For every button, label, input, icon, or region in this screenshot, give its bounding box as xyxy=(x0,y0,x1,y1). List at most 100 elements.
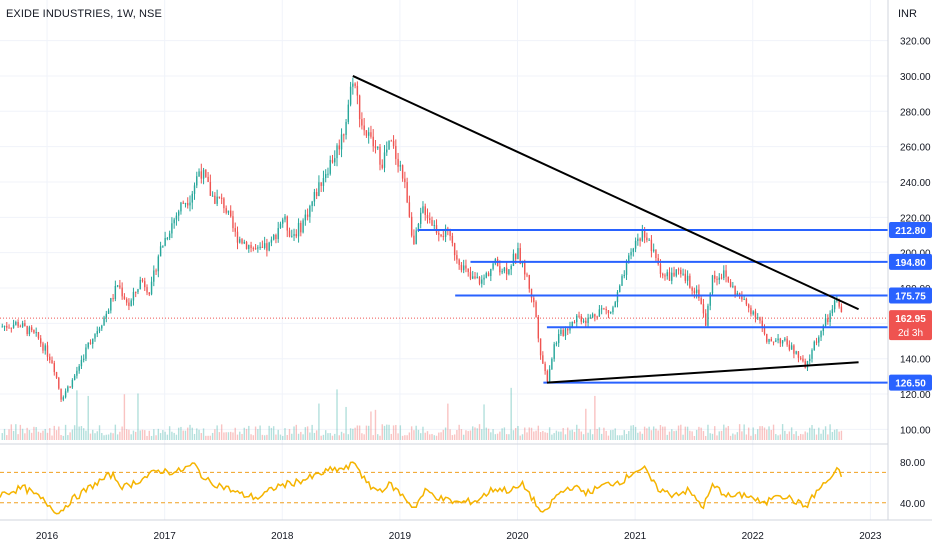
candle-body xyxy=(537,317,540,339)
candle-body xyxy=(275,234,277,240)
candle-body xyxy=(358,95,361,120)
volume-bar xyxy=(320,435,322,440)
candle-body xyxy=(770,339,772,342)
candle-body xyxy=(829,313,831,322)
volume-bar xyxy=(270,427,273,440)
candle-body xyxy=(320,182,322,186)
candle-body xyxy=(662,273,664,276)
volume-bar xyxy=(381,424,383,440)
volume-bar xyxy=(107,434,110,440)
volume-bar xyxy=(641,433,644,440)
volume-bar xyxy=(363,434,365,440)
price-tick-label: 300.00 xyxy=(900,72,931,83)
candle-body xyxy=(714,275,716,279)
candle-body xyxy=(288,230,291,237)
candle-body xyxy=(501,271,503,273)
time-axis: 2016 2017 2018 2019 2020 2021 2022 2023 xyxy=(36,531,882,542)
candle-body xyxy=(569,326,571,331)
candle-body xyxy=(426,215,429,219)
candle-body xyxy=(55,372,58,378)
candle-body xyxy=(1,326,3,328)
volume-bar xyxy=(750,435,752,440)
candle-body xyxy=(372,136,374,147)
candle-body xyxy=(822,325,825,332)
candle-body xyxy=(759,317,761,321)
candle-body xyxy=(754,311,757,318)
volume-bar xyxy=(211,432,214,440)
volume-bar xyxy=(555,430,558,440)
volume-bar xyxy=(367,425,370,440)
volume-bar xyxy=(184,430,187,440)
candle-body xyxy=(331,159,334,163)
candle-body xyxy=(752,311,754,315)
candle-body xyxy=(121,287,123,297)
candle-body xyxy=(286,216,288,231)
volume-bar xyxy=(49,428,51,440)
candle-body xyxy=(279,223,282,229)
candle-body xyxy=(781,340,784,344)
candle-body xyxy=(62,397,65,400)
candle-body xyxy=(87,342,89,348)
candle-body xyxy=(177,211,180,216)
candle-body xyxy=(512,253,515,266)
volume-bar xyxy=(302,434,304,440)
volume-bar xyxy=(227,432,230,440)
candle-body xyxy=(598,309,601,317)
candle-body xyxy=(440,234,442,236)
volume-bar xyxy=(578,428,580,440)
candle-body xyxy=(399,165,402,167)
candle-body xyxy=(820,331,822,338)
volume-bar xyxy=(472,426,474,440)
volume-bar xyxy=(485,427,487,440)
volume-bar xyxy=(26,427,28,440)
candle-body xyxy=(609,312,612,314)
candle-body xyxy=(315,192,318,196)
volume-bar xyxy=(372,435,374,440)
volume-bar xyxy=(343,433,345,440)
volume-bar xyxy=(404,435,406,440)
volume-bar xyxy=(456,430,458,440)
candle-body xyxy=(582,320,585,322)
chart-title: EXIDE INDUSTRIES, 1W, NSE xyxy=(6,8,162,20)
time-tick-label: 2016 xyxy=(36,531,59,542)
candle-body xyxy=(546,371,549,382)
candle-body xyxy=(648,239,650,241)
candle-body xyxy=(304,214,307,221)
candle-body xyxy=(49,356,51,361)
candle-body xyxy=(354,83,356,86)
volume-bar xyxy=(182,430,184,440)
candle-body xyxy=(171,223,173,234)
volume-bar xyxy=(399,425,402,440)
volume-bar xyxy=(141,429,144,440)
candle-body xyxy=(76,370,78,376)
candle-body xyxy=(576,315,578,323)
volume-bar xyxy=(123,394,126,440)
candle-body xyxy=(442,235,445,237)
candle-body xyxy=(652,249,655,252)
candle-body xyxy=(487,273,490,276)
volume-bar xyxy=(139,430,141,440)
volume-bar xyxy=(157,428,160,440)
candle-body xyxy=(266,243,268,251)
candle-body xyxy=(833,300,836,310)
volume-bar xyxy=(313,432,316,440)
candle-body xyxy=(302,220,304,233)
candle-body xyxy=(168,233,171,238)
candle-body xyxy=(53,363,55,373)
volume-bar xyxy=(797,435,800,440)
candle-body xyxy=(73,375,76,380)
volume-bar xyxy=(370,411,372,440)
volume-bar xyxy=(94,433,96,440)
volume-bar xyxy=(587,432,589,440)
candle-body xyxy=(408,202,411,217)
volume-bar xyxy=(295,424,298,440)
candle-body xyxy=(184,203,187,205)
candle-body xyxy=(458,259,460,265)
volume-bar xyxy=(501,428,503,440)
volume-bar xyxy=(155,435,157,440)
candle-body xyxy=(456,255,458,260)
candle-body xyxy=(720,277,723,279)
candle-body xyxy=(297,222,300,237)
rsi-axis: 40.00 80.00 xyxy=(900,458,925,510)
